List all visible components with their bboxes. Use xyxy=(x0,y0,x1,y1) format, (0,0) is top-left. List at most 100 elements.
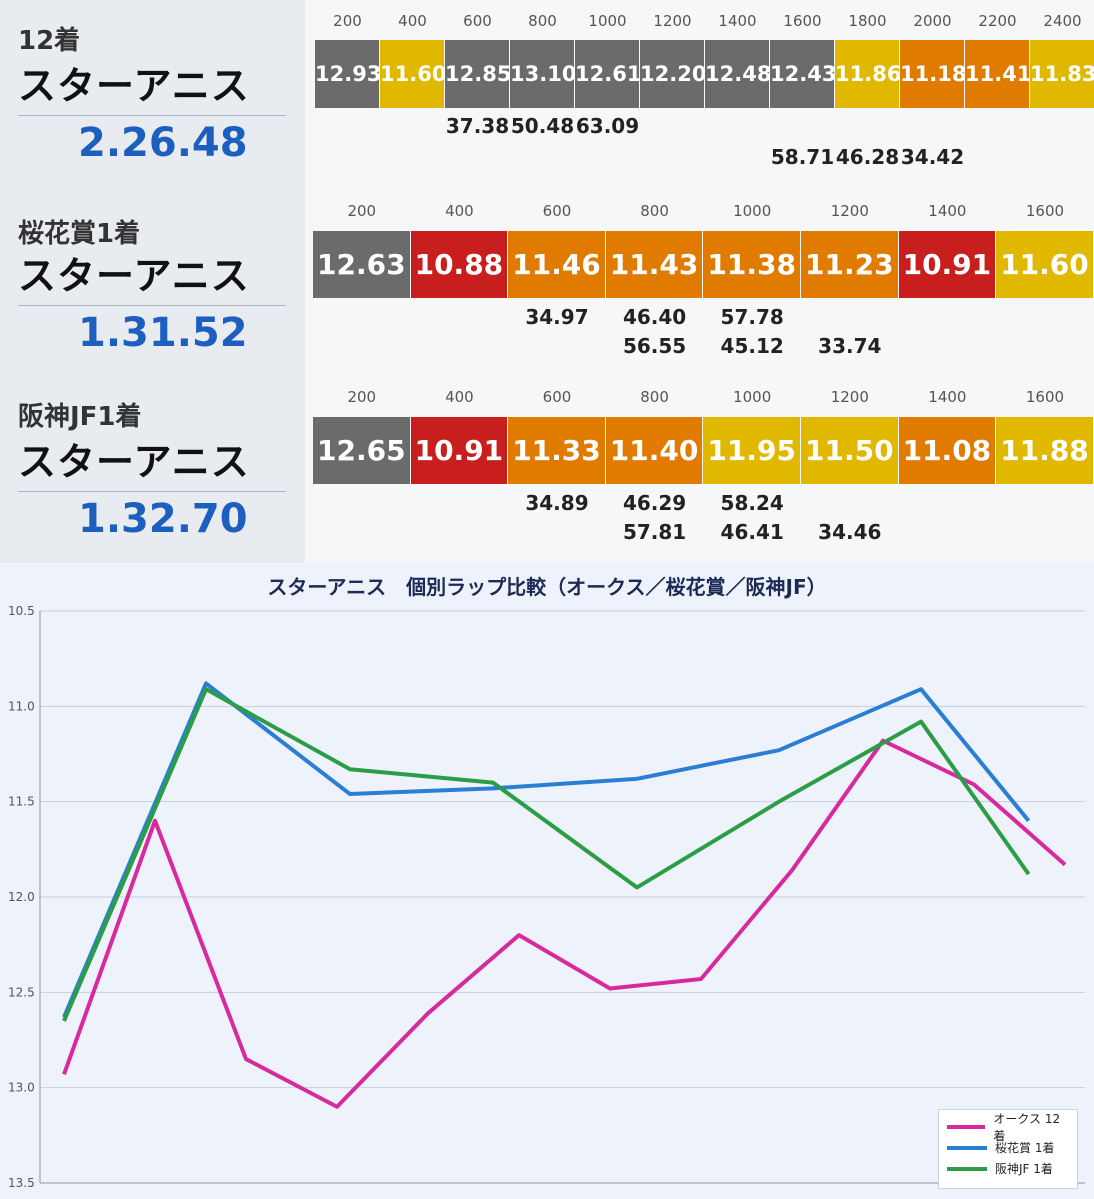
split-time: 34.97 xyxy=(525,305,589,329)
split-time: 58.71 xyxy=(770,145,835,169)
y-tick-label: 12.0 xyxy=(8,890,35,904)
lap-table: 200 400 600 800 1000 1200 1400 1600 1800 2000 2200… xyxy=(305,0,1094,188)
distance-label: 1600 xyxy=(1025,388,1065,406)
distance-label: 2200 xyxy=(978,12,1017,30)
distance-label: 1200 xyxy=(653,12,692,30)
divider xyxy=(18,491,286,492)
legend-label: 阪神JF 1着 xyxy=(995,1162,1053,1176)
lap-time-cell: 11.86 xyxy=(835,40,901,108)
lap-time-cell: 12.20 xyxy=(640,40,706,108)
legend-label: オークス 12着 xyxy=(993,1111,1061,1143)
divider xyxy=(18,115,286,116)
lap-time-cell: 10.88 xyxy=(410,231,509,298)
lap-time-cell: 13.10 xyxy=(510,40,576,108)
distance-label: 200 xyxy=(347,202,377,220)
legend-entry: 阪神JF 1着 xyxy=(947,1158,1069,1179)
distance-label: 1600 xyxy=(1025,202,1065,220)
lap-time-cell: 12.65 xyxy=(313,417,411,484)
legend-swatch xyxy=(947,1166,987,1171)
split-time: 63.09 xyxy=(575,114,640,138)
race-result-title: 阪神JF1着 xyxy=(18,402,142,432)
divider xyxy=(18,305,286,306)
distance-label: 1000 xyxy=(733,388,772,406)
chart-legend: オークス 12着 桜花賞 1着 阪神JF 1着 xyxy=(938,1109,1078,1189)
legend-entry: オークス 12着 xyxy=(947,1112,1069,1143)
lap-time-cell: 11.41 xyxy=(965,40,1031,108)
y-tick-label: 10.5 xyxy=(8,604,35,618)
lap-time-cell: 11.08 xyxy=(898,417,997,484)
split-time: 57.81 xyxy=(622,520,687,544)
lap-time-cell: 11.18 xyxy=(900,40,966,108)
race-time: 1.32.70 xyxy=(78,496,248,542)
distance-label: 800 xyxy=(640,388,669,406)
lap-chart-svg: 10.5 11.0 11.5 12.0 12.5 13.0 13.5 xyxy=(8,604,1085,1190)
distance-label: 400 xyxy=(398,12,427,30)
race-info-panel: 阪神JF1着 スターアニス 1.32.70 xyxy=(0,374,305,563)
race-section: 阪神JF1着 スターアニス 1.32.70 200 400 600 800 1000 1200 1… xyxy=(0,374,1094,563)
split-time: 46.40 xyxy=(622,305,687,329)
distance-label: 1800 xyxy=(848,12,887,30)
split-time: 34.46 xyxy=(818,520,882,544)
distance-label: 400 xyxy=(445,202,474,220)
lap-time-cell: 12.43 xyxy=(770,40,836,108)
distance-label: 800 xyxy=(528,12,557,30)
y-tick-label: 13.5 xyxy=(8,1176,35,1190)
lap-time-cell: 11.38 xyxy=(703,231,801,298)
distance-label: 1000 xyxy=(588,12,627,30)
distance-label: 2000 xyxy=(913,12,952,30)
distance-label: 200 xyxy=(333,12,362,30)
distance-label: 1400 xyxy=(718,12,757,30)
series-line xyxy=(62,738,1067,1109)
lap-time-cell: 11.83 xyxy=(1030,40,1094,108)
lap-time-cell: 12.48 xyxy=(705,40,771,108)
distance-label: 600 xyxy=(542,202,572,220)
series-line xyxy=(62,687,1031,1022)
distance-label: 600 xyxy=(542,388,572,406)
lap-time-cell: 12.93 xyxy=(315,40,381,108)
legend-label: 桜花賞 1着 xyxy=(995,1141,1055,1155)
lap-time-cell: 11.95 xyxy=(703,417,801,484)
race-section: 12着 スターアニス 2.26.48 200 400 600 800 1000 1200 1400… xyxy=(0,0,1094,188)
race-time: 2.26.48 xyxy=(78,120,248,166)
lap-time-cell: 11.40 xyxy=(605,417,704,484)
series-line xyxy=(62,681,1031,1018)
split-time: 34.89 xyxy=(525,491,589,515)
split-time: 50.48 xyxy=(510,114,575,138)
lap-time-cell: 12.63 xyxy=(313,231,411,298)
distance-label: 2400 xyxy=(1043,12,1082,30)
distance-label: 1400 xyxy=(928,388,967,406)
legend-swatch xyxy=(947,1145,987,1150)
race-info-panel: 12着 スターアニス 2.26.48 xyxy=(0,0,305,188)
split-time: 57.78 xyxy=(720,305,784,329)
split-time: 34.42 xyxy=(900,145,965,169)
lap-time-cell: 11.23 xyxy=(801,231,899,298)
race-section: 桜花賞1着 スターアニス 1.31.52 200 400 600 800 1000 1200 14… xyxy=(0,188,1094,374)
split-time: 46.28 xyxy=(835,145,900,169)
lap-time-cell: 12.61 xyxy=(575,40,641,108)
distance-label: 1600 xyxy=(783,12,822,30)
distance-label: 1000 xyxy=(733,202,772,220)
lap-chart: 10.5 11.0 11.5 12.0 12.5 13.0 13.5 スターアニス 個別ラッ… xyxy=(0,563,1094,1199)
y-tick-label: 13.0 xyxy=(8,1081,35,1095)
distance-label: 1200 xyxy=(830,202,869,220)
lap-time-cell: 10.91 xyxy=(410,417,509,484)
distance-label: 600 xyxy=(463,12,492,30)
lap-time-cell: 10.91 xyxy=(898,231,997,298)
chart-title: スターアニス 個別ラップ比較（オークス／桜花賞／阪神JF） xyxy=(267,575,827,599)
race-info-panel: 桜花賞1着 スターアニス 1.31.52 xyxy=(0,188,305,374)
lap-time-cell: 12.85 xyxy=(445,40,511,108)
split-time: 46.29 xyxy=(622,491,687,515)
distance-label: 200 xyxy=(347,388,377,406)
race-time: 1.31.52 xyxy=(78,310,248,356)
legend-swatch xyxy=(947,1124,986,1129)
lap-time-cell: 11.50 xyxy=(801,417,899,484)
split-time: 58.24 xyxy=(720,491,784,515)
legend-entry: 桜花賞 1着 xyxy=(947,1137,1069,1158)
y-tick-label: 12.5 xyxy=(8,985,35,999)
lap-time-cell: 11.46 xyxy=(508,231,606,298)
y-tick-label: 11.5 xyxy=(8,795,35,809)
lap-time-cell: 11.43 xyxy=(605,231,704,298)
distance-label: 800 xyxy=(640,202,669,220)
lap-time-cell: 11.88 xyxy=(996,417,1094,484)
split-time: 56.55 xyxy=(622,334,687,358)
